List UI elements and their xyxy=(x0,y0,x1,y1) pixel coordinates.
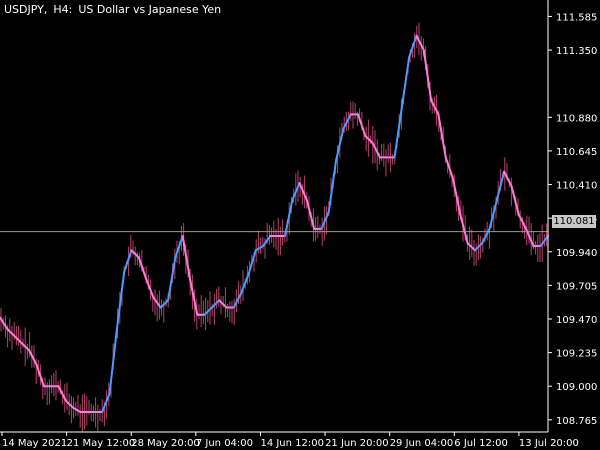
indicator-segment xyxy=(137,256,148,280)
indicator-segment xyxy=(517,213,528,230)
time-tick-label: 13 Jul 20:00 xyxy=(519,438,579,449)
indicator-segment xyxy=(218,299,228,309)
indicator-segment xyxy=(422,49,433,102)
indicator-layer xyxy=(0,34,549,413)
indicator-segment xyxy=(298,182,308,202)
indicator-segment xyxy=(466,242,476,252)
candles-layer xyxy=(0,22,548,432)
indicator-segment xyxy=(181,235,191,280)
indicator-segment xyxy=(342,113,352,130)
indicator-segment xyxy=(159,299,170,309)
timeframe-label: H4: xyxy=(53,3,73,16)
current-price-badge: 110.081 xyxy=(552,215,596,228)
indicator-segment xyxy=(0,316,9,331)
indicator-segment xyxy=(6,328,16,338)
indicator-segment xyxy=(115,270,126,331)
indicator-segment xyxy=(327,159,338,213)
indicator-segment xyxy=(130,249,140,259)
indicator-segment xyxy=(152,296,162,309)
indicator-segment xyxy=(488,199,498,230)
indicator-segment xyxy=(510,184,520,216)
symbol-description: US Dollar vs Japanese Yen xyxy=(78,3,222,16)
indicator-segment xyxy=(459,213,469,245)
price-tick-label: 109.235 xyxy=(556,349,597,360)
indicator-segment xyxy=(452,177,462,216)
indicator-segment xyxy=(393,106,403,159)
indicator-segment xyxy=(408,34,418,59)
indicator-segment xyxy=(210,299,221,309)
price-axis: 111.585111.350110.880110.645110.410110.1… xyxy=(548,12,597,427)
indicator-segment xyxy=(108,328,118,395)
indicator-segment xyxy=(495,170,506,202)
symbol-label: USDJPY, xyxy=(4,3,48,16)
indicator-segment xyxy=(101,392,111,413)
time-tick-label: 28 May 20:00 xyxy=(131,438,200,449)
indicator-segment xyxy=(13,335,23,345)
time-tick-label: 21 May 12:00 xyxy=(67,438,136,449)
indicator-segment xyxy=(203,306,213,316)
time-tick-label: 29 Jun 04:00 xyxy=(390,438,454,449)
indicator-segment xyxy=(400,56,411,109)
price-tick-label: 110.645 xyxy=(556,147,597,158)
indicator-segment xyxy=(262,235,272,248)
indicator-segment xyxy=(320,210,330,230)
time-tick-label: 21 Jun 20:00 xyxy=(325,438,389,449)
price-tick-label: 109.940 xyxy=(556,248,597,259)
indicator-segment xyxy=(28,349,38,366)
indicator-segment xyxy=(415,34,425,52)
chart-title: USDJPY, H4: US Dollar vs Japanese Yen xyxy=(4,3,227,16)
price-tick-label: 110.880 xyxy=(556,113,597,124)
indicator-segment xyxy=(57,385,67,402)
time-tick-label: 6 Jul 12:00 xyxy=(454,438,508,449)
price-tick-label: 111.350 xyxy=(556,46,597,57)
price-tick-label: 111.585 xyxy=(556,12,597,23)
indicator-segment xyxy=(539,235,549,248)
indicator-segment xyxy=(335,127,345,162)
indicator-segment xyxy=(247,249,257,276)
indicator-segment xyxy=(291,182,301,202)
indicator-segment xyxy=(473,242,484,252)
price-tick-label: 110.410 xyxy=(556,181,597,192)
indicator-segment xyxy=(357,113,367,137)
indicator-segment xyxy=(283,199,294,238)
indicator-segment xyxy=(123,249,133,273)
indicator-segment xyxy=(167,256,177,302)
indicator-segment xyxy=(72,406,82,413)
indicator-segment xyxy=(145,277,155,299)
indicator-segment xyxy=(444,156,455,180)
price-tick-label: 109.000 xyxy=(556,382,597,393)
indicator-segment xyxy=(232,292,243,309)
price-tick-label: 108.765 xyxy=(556,416,597,427)
indicator-segment xyxy=(503,170,513,187)
time-tick-label: 7 Jun 04:00 xyxy=(196,438,253,449)
time-tick-label: 14 Jun 12:00 xyxy=(260,438,324,449)
indicator-segment xyxy=(364,134,374,145)
indicator-segment xyxy=(254,245,265,252)
price-tick-label: 109.470 xyxy=(556,315,597,326)
indicator-segment xyxy=(188,277,199,316)
indicator-segment xyxy=(20,342,31,352)
indicator-segment xyxy=(371,142,381,159)
price-tick-label: 109.705 xyxy=(556,281,597,292)
indicator-segment xyxy=(240,273,250,295)
time-tick-label: 14 May 2021 xyxy=(2,438,67,449)
indicator-segment xyxy=(481,227,491,245)
indicator-segment xyxy=(35,363,45,388)
indicator-segment xyxy=(430,99,440,116)
indicator-segment xyxy=(437,113,447,159)
indicator-segment xyxy=(64,399,75,409)
indicator-segment xyxy=(305,199,316,230)
indicator-segment xyxy=(174,235,184,259)
